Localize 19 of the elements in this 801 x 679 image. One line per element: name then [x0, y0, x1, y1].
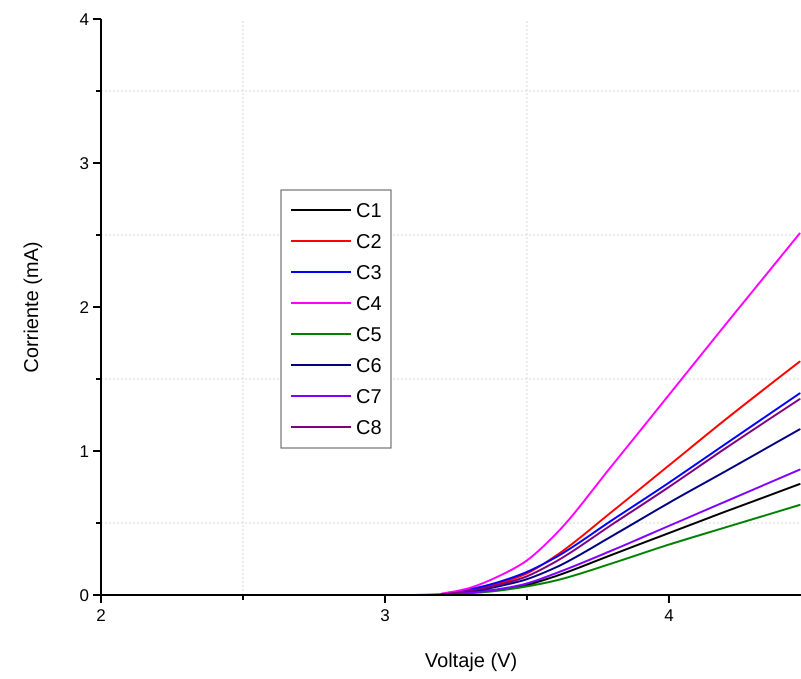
x-axis-title: Voltaje (V): [424, 650, 518, 672]
legend-label: C8: [356, 417, 382, 439]
legend-label: C4: [356, 293, 382, 315]
legend-label: C2: [356, 231, 382, 253]
x-tick-label: 4: [664, 606, 674, 625]
legend-label: C5: [356, 324, 382, 346]
legend-label: C3: [356, 262, 382, 284]
y-tick-label: 0: [80, 586, 89, 605]
y-tick-label: 3: [80, 154, 89, 173]
y-tick-label: 1: [80, 442, 89, 461]
x-tick-label: 3: [380, 606, 390, 625]
legend-label: C7: [356, 386, 382, 408]
y-axis-title: Corriente (mA): [21, 241, 43, 373]
y-tick-label: 2: [80, 298, 89, 317]
legend-label: C1: [356, 200, 382, 222]
line-series: [440, 232, 801, 595]
x-tick-label: 2: [96, 606, 106, 625]
y-tick-label: 4: [80, 10, 89, 29]
legend-label: C6: [356, 355, 382, 377]
